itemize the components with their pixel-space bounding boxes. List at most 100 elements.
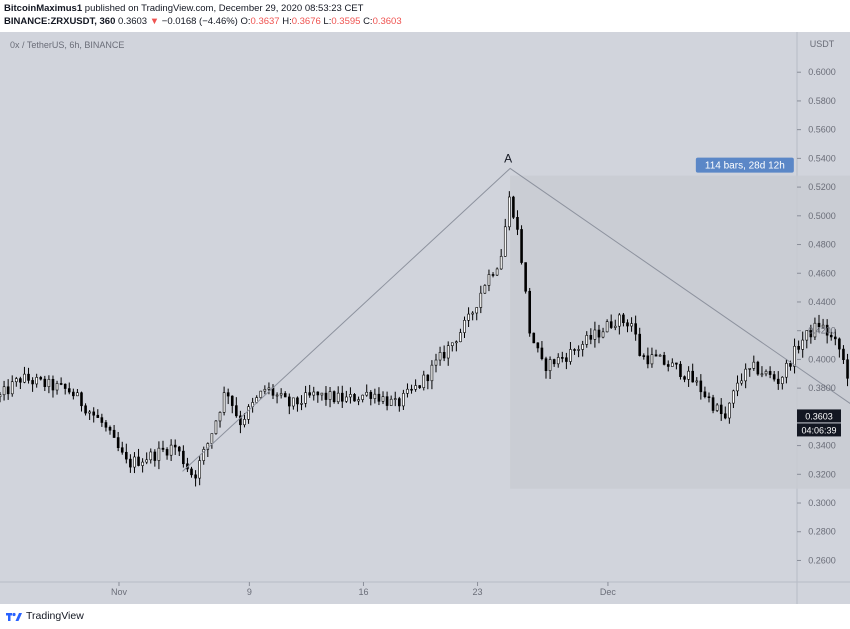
candle-body xyxy=(389,398,393,406)
candle-body xyxy=(125,451,128,460)
last-price-tag-text: 0.3603 xyxy=(805,411,833,421)
candle-body xyxy=(846,359,849,379)
candle-body xyxy=(426,374,430,382)
candle-body xyxy=(536,342,540,349)
candle-body xyxy=(108,426,112,431)
close-value: 0.3603 xyxy=(372,16,402,27)
candle-body xyxy=(805,330,809,341)
candle-body xyxy=(361,394,364,400)
open-label: O: xyxy=(240,16,251,27)
candle-body xyxy=(88,411,91,414)
candle-body xyxy=(194,474,197,479)
candle-body xyxy=(756,361,760,375)
candle-body xyxy=(455,341,458,344)
symbol-label[interactable]: BINANCE:ZRXUSDT, 360 xyxy=(4,16,116,27)
candle-body xyxy=(137,456,140,466)
candle-body xyxy=(638,333,642,356)
candle-body xyxy=(834,336,837,340)
candle-body xyxy=(304,392,307,404)
candle-body xyxy=(153,451,157,461)
candle-body xyxy=(14,378,18,383)
candle-body xyxy=(618,314,621,327)
candle-body xyxy=(793,345,796,367)
price-tick-label: 0.5600 xyxy=(808,125,836,135)
candle-body xyxy=(47,378,51,387)
candle-body xyxy=(414,385,417,390)
candle-body xyxy=(528,290,532,334)
range-label-background xyxy=(695,157,794,173)
candle-body xyxy=(373,393,377,399)
candle-body xyxy=(838,338,841,350)
candle-body xyxy=(129,458,132,468)
countdown-tag-background xyxy=(797,423,841,437)
candle-body xyxy=(695,380,699,383)
author-name[interactable]: BitcoinMaximus1 xyxy=(4,3,83,14)
candle-body xyxy=(72,391,75,397)
candle-body xyxy=(654,354,658,357)
candle-body xyxy=(821,324,825,328)
candle-body xyxy=(324,392,328,400)
time-axis[interactable] xyxy=(0,582,850,604)
candle-body xyxy=(569,349,572,362)
candle-body xyxy=(719,404,723,415)
low-label: L: xyxy=(323,16,332,27)
candle-body xyxy=(532,332,536,344)
candle-body xyxy=(483,285,487,294)
candle-body xyxy=(357,399,360,402)
wave-label-a: A xyxy=(504,151,512,165)
price-tick-label: 0.2800 xyxy=(808,527,836,537)
candle-body xyxy=(365,391,369,396)
candle-body xyxy=(467,313,470,321)
date-range-box[interactable] xyxy=(510,175,850,489)
candle-body xyxy=(450,342,454,346)
candle-body xyxy=(740,380,743,384)
candle-body xyxy=(646,355,650,365)
candle-body xyxy=(613,325,617,328)
candle-body xyxy=(377,393,381,402)
candle-body xyxy=(634,323,637,335)
candle-body xyxy=(296,397,299,405)
candle-body xyxy=(247,406,250,420)
candle-body xyxy=(691,370,694,383)
close-label: C: xyxy=(363,16,373,27)
chart-frame[interactable]: 114 bars, 28d 12h A B C 0x / TetherUS, 6… xyxy=(0,32,850,604)
candle-body xyxy=(332,391,336,403)
candle-body xyxy=(552,359,556,365)
open-value: 0.3637 xyxy=(250,16,280,27)
candle-body xyxy=(544,358,548,372)
candle-body xyxy=(418,385,421,388)
candle-body xyxy=(169,444,173,456)
candle-body xyxy=(239,415,242,426)
price-chart[interactable]: 114 bars, 28d 12h A B C 0x / TetherUS, 6… xyxy=(0,32,850,604)
candle-body xyxy=(438,352,442,361)
candle-body xyxy=(190,468,193,476)
candle-body xyxy=(100,417,104,423)
candle-body xyxy=(781,376,784,384)
candle-body xyxy=(642,355,646,357)
candle-body xyxy=(133,456,136,468)
price-tick-label: 0.5000 xyxy=(808,211,836,221)
candle-body xyxy=(797,345,800,350)
candle-body xyxy=(491,274,495,276)
candle-body xyxy=(63,383,67,389)
candle-body xyxy=(206,443,210,450)
candle-body xyxy=(516,217,519,230)
candle-body xyxy=(177,446,181,452)
price-tick-label: 0.4000 xyxy=(808,354,836,364)
candle-body xyxy=(605,321,609,333)
candle-body xyxy=(173,444,177,448)
candle-body xyxy=(84,405,87,414)
candle-body xyxy=(182,450,185,465)
tradingview-logo[interactable]: TradingView xyxy=(6,610,84,622)
price-tick-label: 0.5400 xyxy=(808,153,836,163)
elliott-wave-line[interactable] xyxy=(182,157,850,493)
candle-body xyxy=(662,354,666,365)
price-tick-label: 0.3000 xyxy=(808,498,836,508)
candle-body xyxy=(442,352,446,359)
candle-body xyxy=(581,344,584,350)
candle-body xyxy=(744,368,747,382)
price-tick-label: 0.4800 xyxy=(808,240,836,250)
price-tick-label: 0.3400 xyxy=(808,441,836,451)
candle-body xyxy=(687,370,690,380)
candle-body xyxy=(499,256,503,270)
